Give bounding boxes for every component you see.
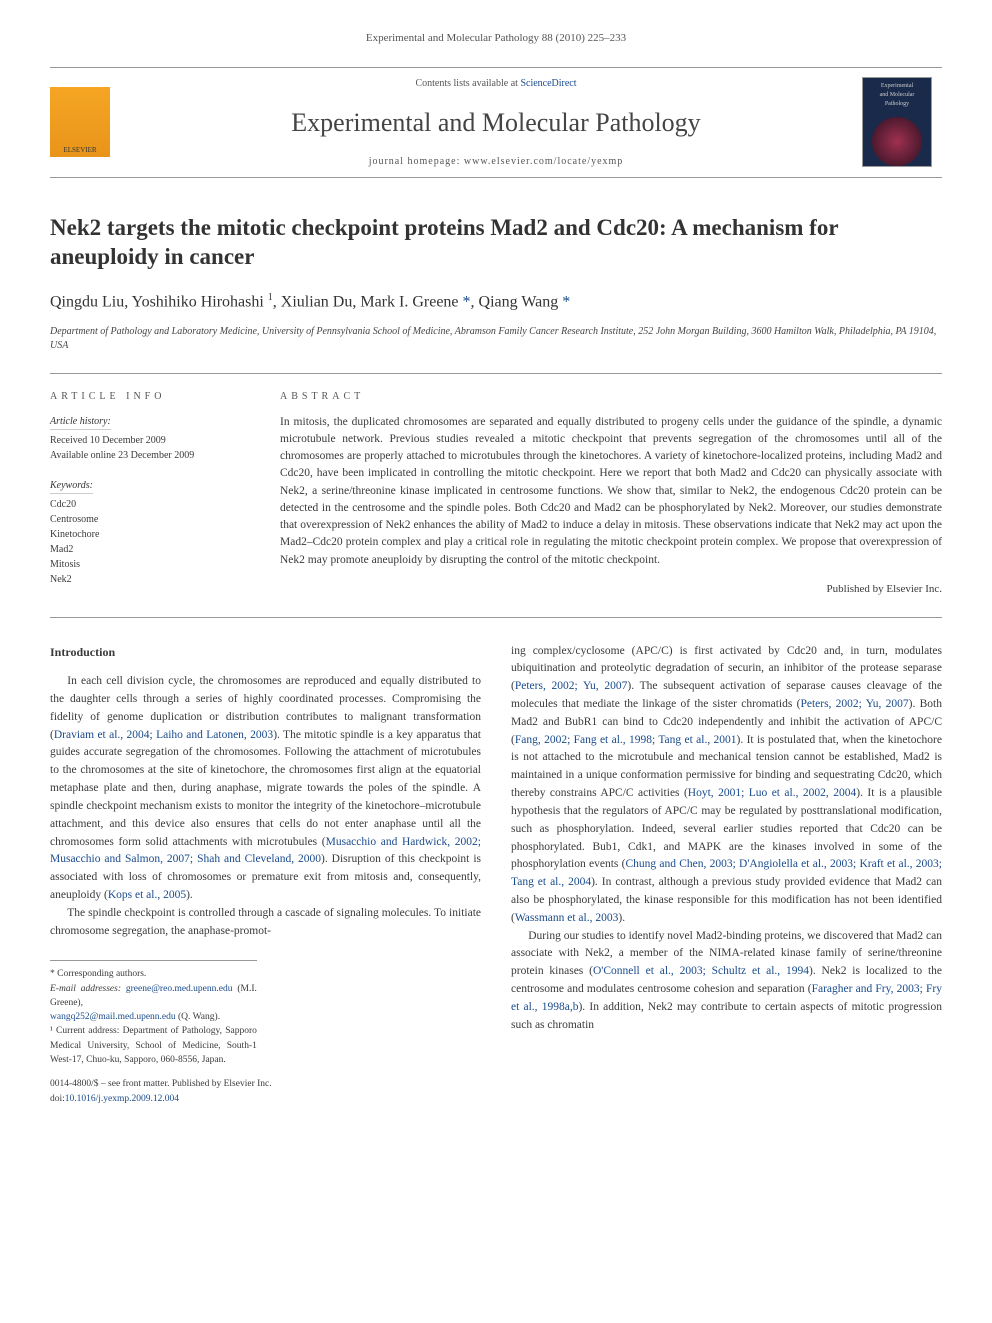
abstract-column: abstract In mitosis, the duplicated chro… [280, 389, 942, 602]
doi-prefix: doi: [50, 1094, 65, 1104]
contents-available-line: Contents lists available at ScienceDirec… [130, 76, 862, 91]
received-date: Received 10 December 2009 [50, 433, 250, 448]
elsevier-logo-text: ELSEVIER [63, 145, 96, 156]
article-title: Nek2 targets the mitotic checkpoint prot… [50, 213, 942, 273]
cover-text-1: Experimental [881, 82, 913, 91]
cover-text-3: Pathology [885, 100, 909, 109]
masthead-center: Contents lists available at ScienceDirec… [130, 76, 862, 169]
introduction-heading: Introduction [50, 643, 481, 662]
keywords-list: Cdc20CentrosomeKinetochoreMad2MitosisNek… [50, 497, 250, 587]
body-column-left: Introduction In each cell division cycle… [50, 643, 481, 1107]
meta-abstract-row: article info Article history: Received 1… [50, 373, 942, 618]
affiliation: Department of Pathology and Laboratory M… [50, 325, 942, 353]
email-link-greene[interactable]: greene@reo.med.upenn.edu [126, 984, 233, 994]
current-address-note: ¹ Current address: Department of Patholo… [50, 1024, 257, 1067]
masthead: ELSEVIER Contents lists available at Sci… [50, 67, 942, 178]
abstract-label: abstract [280, 389, 942, 404]
email-name-wang: (Q. Wang). [176, 1012, 220, 1022]
author-list: Qingdu Liu, Yoshihiko Hirohashi 1, Xiuli… [50, 290, 942, 314]
article-info-column: article info Article history: Received 1… [50, 389, 250, 602]
elsevier-logo-icon: ELSEVIER [50, 87, 110, 157]
email-addresses-line: E-mail addresses: greene@reo.med.upenn.e… [50, 982, 257, 1025]
journal-cover-wrap: Experimental and Molecular Pathology [862, 77, 942, 167]
email-link-wang[interactable]: wangq252@mail.med.upenn.edu [50, 1012, 176, 1022]
article-info-label: article info [50, 389, 250, 404]
keywords-block: Keywords: Cdc20CentrosomeKinetochoreMad2… [50, 478, 250, 587]
journal-name: Experimental and Molecular Pathology [130, 103, 862, 142]
col2-paragraph-2: During our studies to identify novel Mad… [511, 928, 942, 1035]
doi-link[interactable]: 10.1016/j.yexmp.2009.12.004 [65, 1094, 179, 1104]
published-by: Published by Elsevier Inc. [280, 581, 942, 598]
intro-paragraph-1: In each cell division cycle, the chromos… [50, 673, 481, 905]
cover-text-2: and Molecular [880, 91, 915, 100]
homepage-prefix: journal homepage: [369, 156, 464, 167]
sciencedirect-link[interactable]: ScienceDirect [520, 78, 576, 89]
keywords-label: Keywords: [50, 478, 93, 494]
doi-line: doi:10.1016/j.yexmp.2009.12.004 [50, 1092, 481, 1107]
contents-prefix: Contents lists available at [415, 78, 520, 89]
doi-block: 0014-4800/$ – see front matter. Publishe… [50, 1077, 481, 1106]
email-label: E-mail addresses: [50, 984, 126, 994]
col2-paragraph-1: ing complex/cyclosome (APC/C) is first a… [511, 643, 942, 928]
issn-line: 0014-4800/$ – see front matter. Publishe… [50, 1077, 481, 1092]
footnotes-block: * Corresponding authors. E-mail addresse… [50, 960, 257, 1067]
abstract-text: In mitosis, the duplicated chromosomes a… [280, 414, 942, 569]
publisher-logo-wrap: ELSEVIER [50, 87, 130, 157]
body-two-column: Introduction In each cell division cycle… [50, 643, 942, 1107]
corresponding-authors-note: * Corresponding authors. [50, 967, 257, 981]
intro-paragraph-2: The spindle checkpoint is controlled thr… [50, 905, 481, 941]
journal-cover-icon: Experimental and Molecular Pathology [862, 77, 932, 167]
body-column-right: ing complex/cyclosome (APC/C) is first a… [511, 643, 942, 1107]
journal-homepage-line: journal homepage: www.elsevier.com/locat… [130, 154, 862, 169]
cover-image-icon [872, 117, 922, 166]
article-history-block: Article history: Received 10 December 20… [50, 414, 250, 463]
homepage-url: www.elsevier.com/locate/yexmp [464, 156, 623, 167]
online-date: Available online 23 December 2009 [50, 448, 250, 463]
history-label: Article history: [50, 414, 111, 430]
running-head: Experimental and Molecular Pathology 88 … [50, 30, 942, 47]
